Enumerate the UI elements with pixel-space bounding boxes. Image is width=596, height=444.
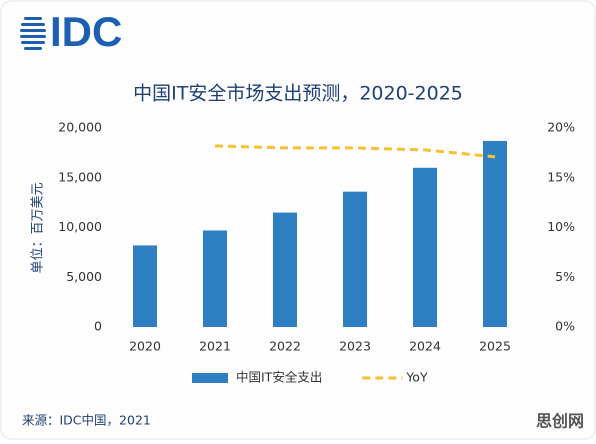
source-note: 来源：IDC中国，2021 <box>22 413 151 428</box>
bar <box>273 212 297 327</box>
x-tick-label: 2020 <box>129 339 161 354</box>
bar <box>483 140 507 327</box>
y-tick-label: 15,000 <box>58 169 102 184</box>
bar <box>413 167 437 327</box>
bar <box>133 245 157 327</box>
x-tick-label: 2024 <box>409 339 441 354</box>
legend-label: 中国IT安全支出 <box>236 370 322 385</box>
x-tick-label: 2021 <box>199 339 231 354</box>
y-tick-label: 20,000 <box>58 120 102 135</box>
y2-tick-label: 10% <box>547 219 575 234</box>
y-axis-label: 单位：百万美元 <box>31 182 46 273</box>
logo-text: IDC <box>50 8 122 55</box>
bar <box>343 191 367 327</box>
y-tick-label: 0 <box>94 319 102 334</box>
chart-title: 中国IT安全市场支出预测，2020-2025 <box>133 83 463 105</box>
y2-tick-label: 0% <box>555 319 575 334</box>
y-tick-label: 5,000 <box>66 269 102 284</box>
y-tick-label: 10,000 <box>58 219 102 234</box>
y2-tick-label: 15% <box>547 169 575 184</box>
y2-tick-label: 5% <box>555 269 575 284</box>
x-tick-label: 2025 <box>479 339 511 354</box>
line <box>214 144 496 159</box>
y2-tick-label: 20% <box>547 120 575 135</box>
legend-swatch <box>192 373 228 383</box>
bar <box>203 230 227 327</box>
legend-label: YoY <box>405 370 428 385</box>
watermark: 思创网 <box>536 412 584 431</box>
x-tick-label: 2022 <box>269 339 301 354</box>
x-tick-label: 2023 <box>339 339 371 354</box>
logo-globe <box>20 17 46 50</box>
